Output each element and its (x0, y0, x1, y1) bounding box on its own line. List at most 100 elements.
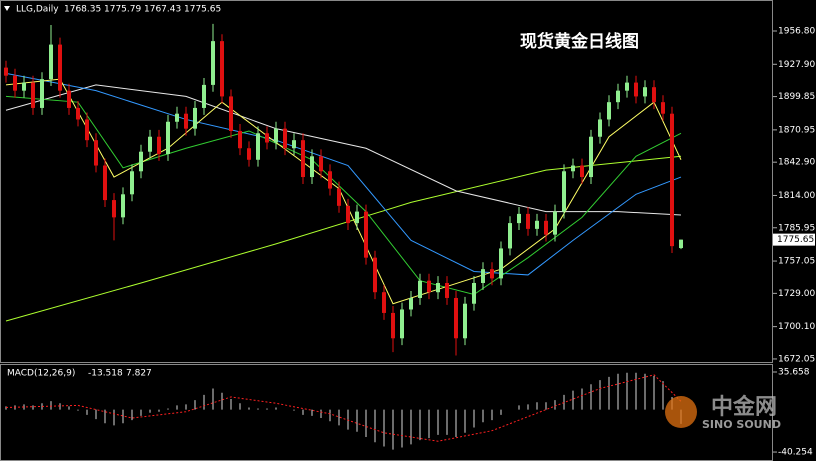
candle-body (157, 136, 161, 155)
candle-body (670, 113, 674, 247)
moving-average (5, 72, 682, 276)
candle-body (652, 87, 656, 103)
candle-body (238, 130, 242, 149)
candle-body (220, 41, 224, 97)
logo (665, 396, 697, 428)
candle-body (418, 280, 422, 298)
candle-body (562, 171, 566, 212)
watermark-name: 中金网 (711, 394, 777, 420)
candle-body (130, 171, 134, 195)
y-tick-label: 35.658 (778, 368, 810, 378)
candle-body (310, 156, 314, 178)
y-tick-label: 1956.80 (778, 27, 815, 37)
candle-body (265, 133, 269, 143)
candle-body (400, 309, 404, 339)
y-tick-label: -40.254 (778, 448, 813, 458)
candle-body (94, 140, 98, 166)
header-value: 1775.79 (104, 5, 141, 15)
candle-body (490, 269, 494, 279)
macd-value: -13.518 (88, 369, 123, 379)
candle-body (112, 200, 116, 218)
candle-body (148, 136, 152, 152)
candle-body (292, 140, 296, 149)
y-tick-label: 1927.90 (778, 60, 815, 70)
candle-body (103, 165, 107, 201)
candle-body (616, 90, 620, 103)
candle-body (67, 90, 71, 108)
candle-body (346, 205, 350, 224)
header-value: 1767.43 (144, 5, 181, 15)
candle-body (526, 213, 530, 229)
candle-body (382, 292, 386, 313)
candle-body (445, 282, 449, 298)
watermark: 中金网 SINO SOUND (665, 394, 781, 431)
signal-value: 7.827 (126, 369, 152, 379)
candle-body (472, 282, 476, 304)
candle-body (661, 102, 665, 114)
candle-body (76, 107, 80, 120)
candle-body (22, 82, 26, 91)
candle-body (679, 239, 683, 249)
candle-body (544, 220, 548, 235)
candle-body (598, 119, 602, 137)
candle-body (454, 297, 458, 339)
y-tick-label: 1729.00 (778, 289, 815, 299)
signal-line (5, 374, 682, 442)
candle-body (580, 165, 584, 178)
candle-body (571, 165, 575, 172)
watermark-english: SINO SOUND (702, 418, 781, 431)
candle-body (625, 82, 629, 91)
candle-body (202, 84, 206, 108)
candle-body (166, 121, 170, 155)
candle-body (409, 297, 413, 310)
candle-body (184, 113, 188, 129)
y-tick-label: 1899.85 (778, 92, 815, 102)
candle-body (328, 171, 332, 189)
candle-body (40, 79, 44, 108)
price-tag-label: 1775.65 (777, 235, 814, 245)
candle-body (391, 312, 395, 339)
candle-body (58, 44, 62, 91)
candle-body (481, 269, 485, 283)
candle-body (337, 188, 341, 206)
symbol-arrow (4, 6, 10, 11)
candle-body (13, 75, 17, 91)
candle-body (256, 133, 260, 160)
moving-average (5, 78, 682, 305)
candle-body (229, 96, 233, 131)
candle-body (427, 280, 431, 293)
candle-body (85, 119, 89, 141)
y-tick-label: 1785.95 (778, 223, 815, 233)
candle-body (553, 211, 557, 235)
candle-body (175, 113, 179, 122)
candle-body (301, 140, 305, 178)
candle-body (283, 128, 287, 149)
candle-body (121, 194, 125, 218)
header-value: 1768.35 (64, 5, 101, 15)
moving-average (5, 84, 682, 216)
candle-body (247, 148, 251, 160)
candle-body (535, 220, 539, 229)
candle-body (4, 67, 8, 76)
chart-title: 现货黄金日线图 (520, 31, 639, 52)
symbol: LLG,Daily (16, 5, 59, 15)
candle-body (211, 41, 215, 85)
candle-body (49, 44, 53, 80)
candle-body (274, 128, 278, 143)
candle-body (508, 223, 512, 249)
candle-body (607, 102, 611, 120)
candle-body (364, 211, 368, 258)
candle-body (373, 257, 377, 293)
macd-panel (0, 364, 773, 461)
candle-body (643, 87, 647, 97)
candle-body (31, 82, 35, 108)
candle-body (499, 248, 503, 279)
y-tick-label: 1870.95 (778, 125, 815, 135)
candle-body (193, 107, 197, 129)
price-tag (773, 233, 815, 246)
y-tick-label: 1757.05 (778, 257, 815, 267)
candle-body (355, 211, 359, 224)
y-tick-label: 1814.00 (778, 191, 815, 201)
macd-label: MACD(12,26,9) (7, 369, 75, 379)
